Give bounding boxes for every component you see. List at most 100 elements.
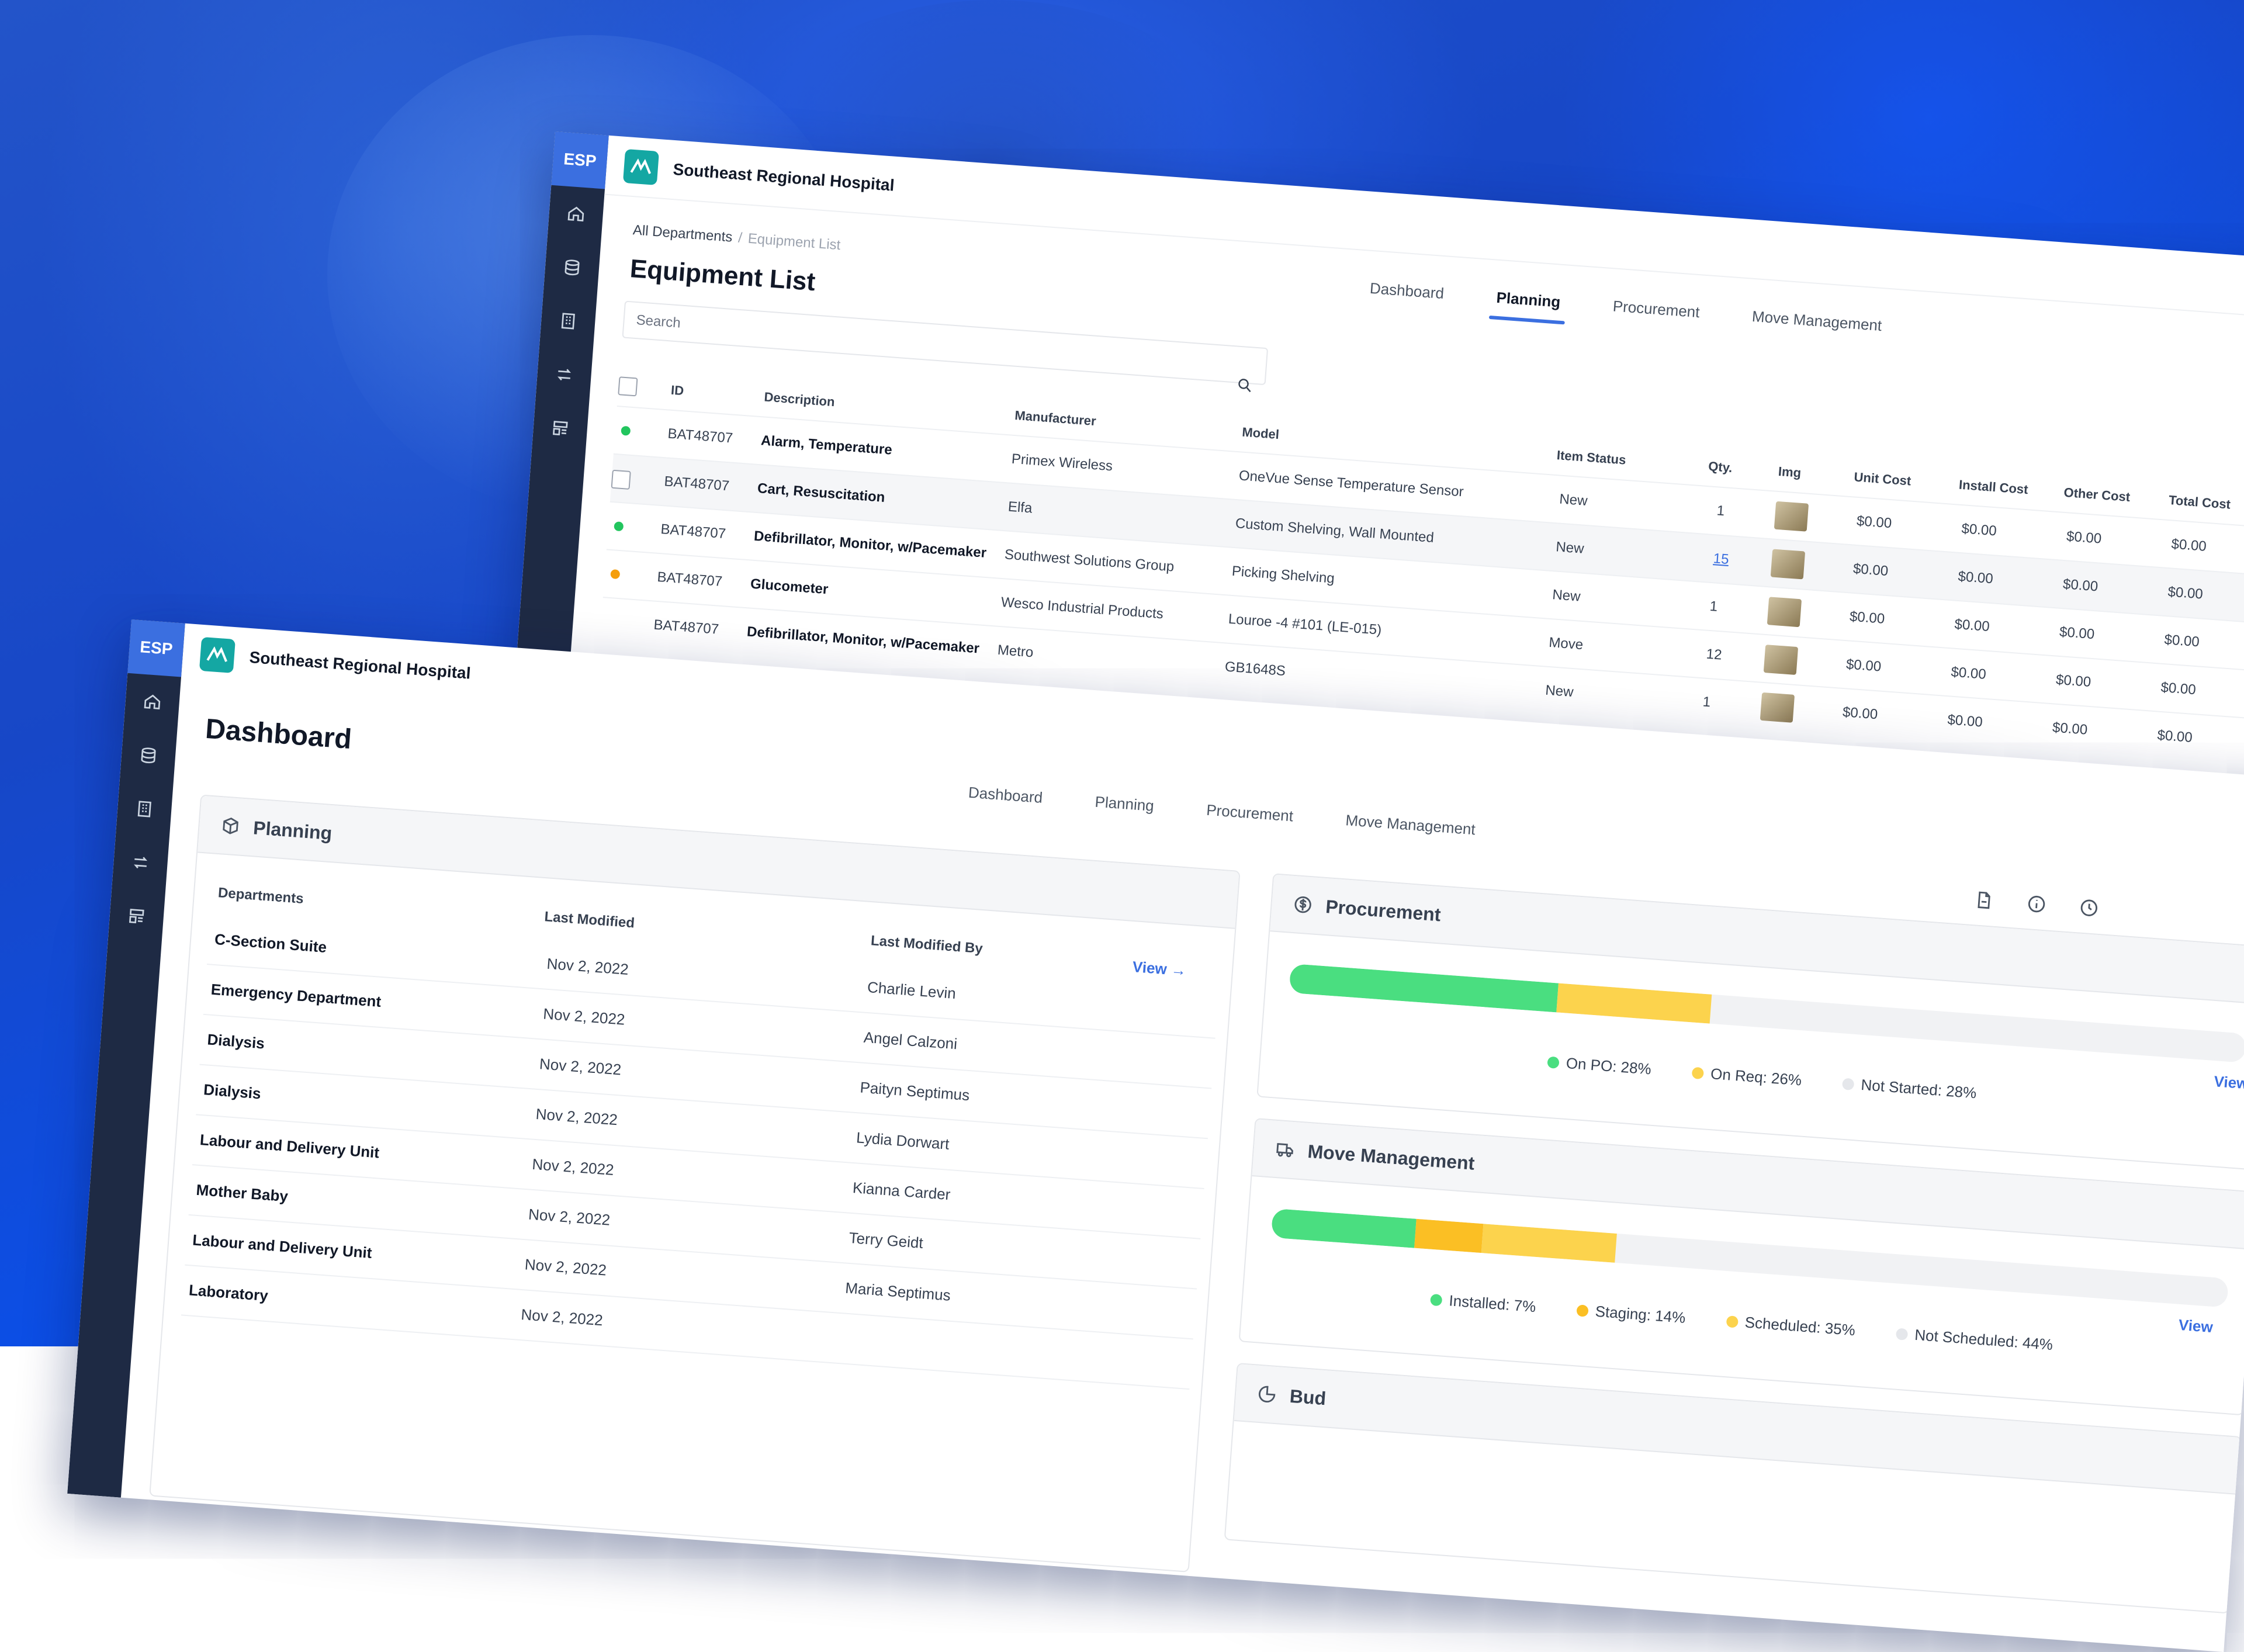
cell-department[interactable]: Laboratory (188, 1281, 269, 1305)
cell-total-cost: $0.00 (2167, 584, 2204, 602)
equipment-list-window: ESP Southeast Regional Hospital All Depa… (505, 131, 2244, 939)
cell-description[interactable]: Defibrillator, Monitor, w/Pacemaker (746, 624, 980, 657)
dollar-icon (1294, 896, 1311, 913)
cell-qty: 1 (1716, 503, 1726, 520)
esp-badge[interactable]: ESP (127, 619, 185, 677)
select-all-checkbox[interactable] (618, 376, 638, 397)
col-model[interactable]: Model (1241, 424, 1280, 442)
breadcrumb-root[interactable]: All Departments (632, 222, 733, 245)
cell-model: OneVue Sense Temperature Sensor (1238, 467, 1464, 500)
item-thumbnail[interactable] (1774, 501, 1809, 532)
cell-id: BAT48707 (663, 473, 730, 494)
item-thumbnail[interactable] (1770, 549, 1806, 580)
export-file-icon[interactable] (1973, 889, 1994, 910)
tab-dashboard[interactable]: Dashboard (1369, 279, 1445, 303)
cell-total-cost: $0.00 (2156, 727, 2193, 746)
nav-home[interactable] (124, 673, 181, 730)
cell-last-modified: Nov 2, 2022 (528, 1205, 611, 1229)
cell-department[interactable]: Emergency Department (210, 980, 382, 1010)
cell-id: BAT48707 (660, 521, 726, 542)
cell-description[interactable]: Alarm, Temperature (760, 432, 893, 458)
nav-layout[interactable] (108, 888, 165, 945)
nav-database[interactable] (120, 727, 177, 784)
cell-department[interactable]: Dialysis (206, 1030, 265, 1052)
cell-department[interactable]: Dialysis (203, 1080, 262, 1103)
database-icon (565, 259, 580, 276)
tab-procurement[interactable]: Procurement (1612, 297, 1701, 321)
cell-last-modified: Nov 2, 2022 (535, 1104, 618, 1129)
cell-qty[interactable]: 15 (1712, 550, 1730, 568)
col-last-modified[interactable]: Last Modified (543, 909, 635, 931)
legend-label: On Req: 26% (1710, 1065, 1803, 1089)
cell-status: New (1555, 539, 1585, 557)
dashboard-window: ESP Southeast Regional Hospital Dashboar… (67, 619, 2244, 1652)
cell-manufacturer: Elfa (1007, 498, 1033, 517)
legend-swatch (1691, 1066, 1705, 1079)
cell-model: GB1648S (1224, 659, 1286, 679)
item-thumbnail[interactable] (1763, 645, 1799, 676)
cell-last-modified: Nov 2, 2022 (539, 1055, 622, 1079)
tab-move-management[interactable]: Move Management (1751, 307, 1883, 335)
item-thumbnail[interactable] (1767, 597, 1802, 628)
cell-department[interactable]: Labour and Delivery Unit (192, 1231, 373, 1262)
tab-planning[interactable]: Planning (1094, 792, 1155, 815)
row-checkbox[interactable] (611, 469, 631, 490)
info-icon[interactable] (2026, 893, 2047, 915)
cell-other-cost: $0.00 (2062, 576, 2099, 595)
col-departments[interactable]: Departments (217, 885, 304, 907)
planning-panel-header: Planning (198, 795, 1239, 929)
transfer-icon (557, 369, 572, 381)
cell-description[interactable]: Defibrillator, Monitor, w/Pacemaker (753, 528, 987, 561)
tab-dashboard[interactable]: Dashboard (968, 783, 1044, 806)
cell-department[interactable]: Mother Baby (195, 1180, 289, 1206)
search-input[interactable]: Search (622, 300, 1269, 393)
legend-label: On PO: 28% (1565, 1054, 1652, 1078)
tab-planning[interactable]: Planning (1495, 288, 1561, 311)
col-install-cost[interactable]: Install Cost (1958, 477, 2029, 497)
cell-last-modified: Nov 2, 2022 (520, 1305, 604, 1329)
item-thumbnail[interactable] (1760, 692, 1795, 723)
nav-transfer[interactable] (112, 834, 169, 891)
database-icon (141, 747, 156, 764)
col-qty[interactable]: Qty. (1708, 459, 1733, 476)
status-dot (621, 425, 631, 436)
nav-layout[interactable] (532, 400, 589, 457)
legend-swatch (1842, 1078, 1855, 1090)
col-manufacturer[interactable]: Manufacturer (1014, 407, 1097, 429)
move-management-view-link[interactable]: View (2177, 1315, 2214, 1336)
tab-move-management[interactable]: Move Management (1345, 811, 1476, 839)
cell-department[interactable]: Labour and Delivery Unit (199, 1131, 380, 1162)
clock-icon[interactable] (2079, 897, 2100, 918)
planning-view-link[interactable]: View → (1132, 958, 1187, 980)
procurement-panel-header: Procurement (1270, 874, 2244, 1006)
col-unit-cost[interactable]: Unit Cost (1853, 469, 1912, 489)
procurement-view-link[interactable]: View (2213, 1072, 2244, 1093)
col-id[interactable]: ID (670, 382, 685, 399)
search-icon[interactable] (1235, 376, 1254, 395)
tab-procurement[interactable]: Procurement (1206, 801, 1294, 825)
cell-model: Custom Shelving, Wall Mounted (1235, 515, 1435, 546)
legend-item: On Req: 26% (1691, 1064, 1802, 1090)
cell-description[interactable]: Cart, Resuscitation (757, 480, 886, 505)
cell-last-modified: Nov 2, 2022 (531, 1155, 615, 1179)
col-description[interactable]: Description (763, 389, 836, 410)
cell-install-cost: $0.00 (1947, 712, 1983, 730)
budget-title: Bud (1289, 1385, 1327, 1409)
nav-building[interactable] (539, 292, 597, 349)
nav-home[interactable] (548, 185, 605, 243)
cell-manufacturer: Southwest Solutions Group (1004, 546, 1175, 575)
cell-qty: 1 (1702, 694, 1712, 711)
legend-label: Installed: 7% (1448, 1291, 1537, 1316)
nav-transfer[interactable] (535, 346, 593, 403)
esp-badge[interactable]: ESP (551, 131, 609, 189)
col-last-modified-by[interactable]: Last Modified By (870, 933, 984, 957)
col-item-status[interactable]: Item Status (1556, 448, 1627, 467)
col-img[interactable]: Img (1778, 463, 1802, 480)
nav-database[interactable] (543, 239, 601, 296)
nav-building[interactable] (116, 780, 173, 837)
cell-description[interactable]: Glucometer (750, 576, 829, 598)
col-other-cost[interactable]: Other Cost (2063, 484, 2131, 505)
cell-total-cost: $0.00 (2170, 536, 2207, 555)
cell-department[interactable]: C-Section Suite (214, 930, 328, 956)
col-total-cost[interactable]: Total Cost (2168, 492, 2231, 512)
